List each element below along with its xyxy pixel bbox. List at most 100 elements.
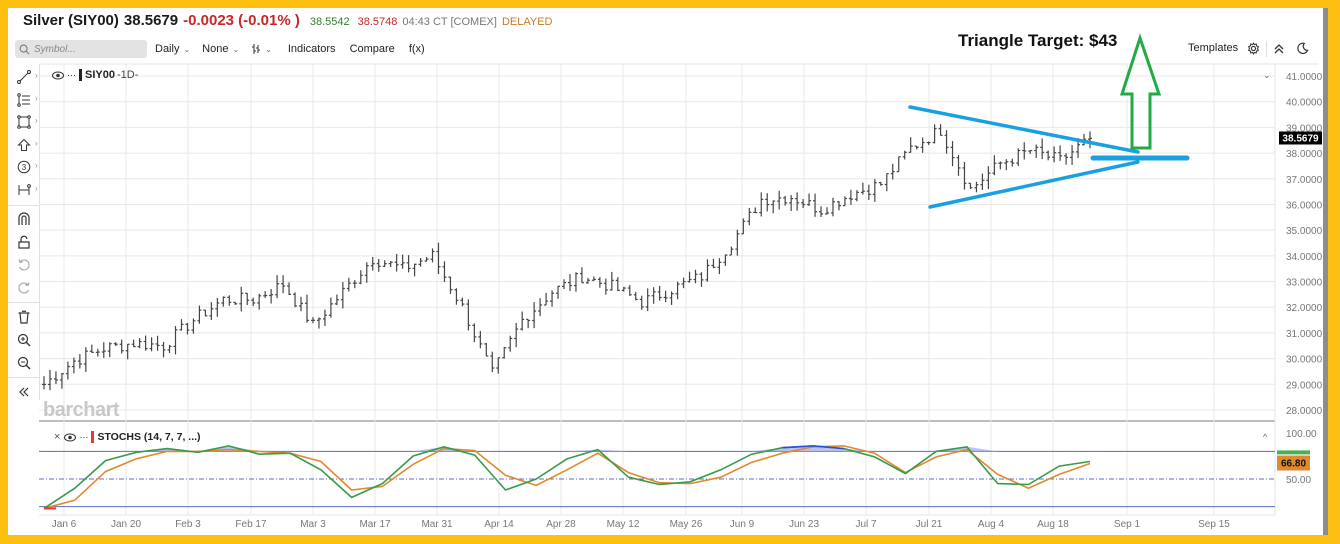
legend-menu-icon[interactable]: ···	[79, 432, 89, 442]
measure-icon[interactable]	[17, 183, 31, 197]
ohlc-bar	[789, 195, 794, 212]
ohlc-bar	[687, 271, 692, 283]
undo-icon[interactable]	[17, 258, 31, 272]
ohlc-bar	[466, 299, 471, 331]
ohlc-bar	[998, 161, 1003, 170]
ohlc-bar	[245, 292, 250, 306]
ohlc-bar	[143, 335, 148, 351]
ohlc-bar	[771, 200, 776, 214]
ohlc-bar	[986, 166, 991, 190]
trash-icon[interactable]	[17, 310, 31, 324]
eye-icon[interactable]	[52, 71, 64, 80]
chart-type-dropdown[interactable]: ⌄	[251, 43, 272, 55]
redo-icon[interactable]	[17, 281, 31, 295]
chevron-right-icon[interactable]: ›	[35, 94, 38, 103]
stoch-last-label: 66.80	[1281, 459, 1306, 470]
main-series-legend: ··· SIY00 -1D-	[52, 69, 138, 81]
search-placeholder: Symbol...	[34, 43, 76, 55]
ohlc-bar	[950, 141, 955, 167]
templates-button[interactable]: Templates	[1188, 42, 1239, 54]
toolbar-divider	[1266, 41, 1267, 57]
chevron-down-icon: ⌄	[232, 44, 240, 54]
ohlc-bar	[741, 218, 746, 235]
ohlc-bar	[591, 276, 596, 281]
ohlc-bar	[842, 196, 847, 207]
svg-text:37.0000: 37.0000	[1286, 175, 1323, 186]
ohlc-bar	[633, 291, 638, 301]
svg-text:40.0000: 40.0000	[1286, 98, 1323, 109]
collapse-sidebar-icon[interactable]	[17, 385, 31, 399]
symbol-search-input[interactable]: Symbol...	[15, 40, 147, 58]
bid-price: 38.5542	[309, 16, 350, 28]
ohlc-bar	[609, 271, 614, 291]
ohlc-bar	[1022, 142, 1027, 160]
ohlc-bar	[209, 302, 214, 320]
ohlc-bar	[1028, 149, 1033, 154]
svg-text:Mar 17: Mar 17	[359, 519, 391, 530]
stoch-label: STOCHS (14, 7, 7, ...)	[97, 431, 201, 443]
settings-gear-icon[interactable]	[1247, 42, 1260, 55]
ask-price: 38.5748	[357, 16, 398, 28]
chevron-right-icon[interactable]: ›	[35, 161, 38, 170]
compare-button[interactable]: Compare	[349, 43, 395, 55]
ohlc-bar	[424, 257, 429, 262]
aggregation-dropdown[interactable]: None ⌄	[202, 43, 239, 55]
ohlc-bar	[538, 298, 543, 317]
legend-menu-icon[interactable]: ···	[67, 70, 76, 80]
zoom-in-icon[interactable]	[17, 333, 31, 347]
ohlc-bar	[179, 319, 184, 331]
ohlc-bar	[221, 296, 226, 307]
ohlc-bar	[962, 161, 967, 190]
page-scrollbar[interactable]	[1323, 8, 1328, 535]
ohlc-bar	[442, 261, 447, 283]
ohlc-bar	[651, 287, 656, 304]
ohlc-bar	[1058, 145, 1063, 161]
chevron-right-icon[interactable]: ›	[35, 139, 38, 148]
ohlc-bar	[203, 309, 208, 317]
lock-icon[interactable]	[17, 235, 31, 249]
ohlc-bar	[65, 361, 70, 380]
chevron-right-icon[interactable]: ›	[35, 116, 38, 125]
dark-mode-moon-icon[interactable]	[1296, 42, 1309, 55]
ohlc-bar	[896, 156, 901, 173]
ohlc-bar	[490, 351, 495, 373]
interval-label: Daily	[155, 43, 180, 55]
chevron-right-icon[interactable]: ›	[35, 71, 38, 80]
chevron-right-icon[interactable]: ›	[35, 184, 38, 193]
ohlc-bar	[382, 260, 387, 268]
ohlc-bar	[71, 357, 76, 374]
aggregation-label: None	[202, 43, 229, 55]
ohlc-bar	[603, 278, 608, 295]
ohlc-bar	[316, 317, 321, 329]
interval-dropdown[interactable]: Daily ⌄	[155, 43, 190, 55]
ohlc-bar	[944, 130, 949, 154]
fibonacci-icon[interactable]	[17, 93, 31, 107]
svg-text:Feb 3: Feb 3	[175, 519, 201, 530]
ohlc-bar	[508, 335, 513, 352]
rectangle-icon[interactable]	[17, 115, 31, 129]
fx-button[interactable]: f(x)	[408, 43, 425, 55]
magnet-icon[interactable]	[17, 212, 31, 226]
pane-collapse-chevron-icon[interactable]: ⌄	[1263, 70, 1271, 80]
pane-collapse-caret-icon[interactable]: ^	[1263, 432, 1268, 442]
ohlc-bar	[173, 326, 178, 355]
zoom-out-icon[interactable]	[17, 356, 31, 370]
ohlc-bar	[334, 294, 339, 306]
trendline-icon[interactable]	[17, 70, 31, 84]
numbered-marker-icon[interactable]: 3	[17, 160, 31, 174]
ohlc-bar	[585, 278, 590, 284]
indicators-button[interactable]: Indicators	[287, 43, 336, 55]
arrow-up-icon[interactable]	[17, 138, 31, 152]
close-icon[interactable]: ×	[54, 431, 61, 443]
ohlc-bar	[275, 275, 280, 299]
ohlc-bar	[328, 297, 333, 318]
ohlc-bar	[1010, 158, 1015, 167]
svg-text:Jan 20: Jan 20	[111, 519, 141, 530]
ohlc-bar	[723, 254, 728, 266]
eye-icon[interactable]	[64, 433, 77, 442]
collapse-up-icon[interactable]	[1273, 43, 1285, 55]
barchart-watermark: barchart	[43, 399, 120, 421]
ohlc-bar	[693, 269, 698, 284]
ohlc-bar	[562, 279, 567, 290]
